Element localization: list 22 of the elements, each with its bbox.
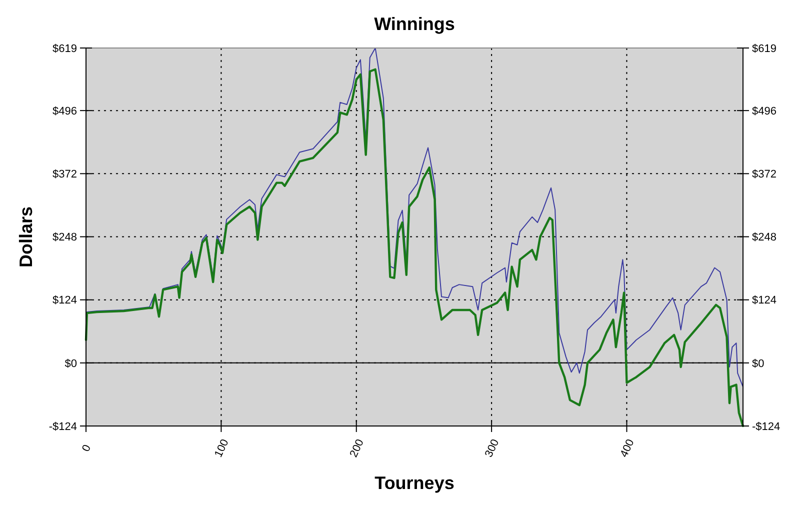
- y-tick-label: -$124: [48, 420, 77, 433]
- y-tick-label: $619: [52, 42, 77, 55]
- y-tick-label: $124: [52, 294, 77, 307]
- y-tick-label: $496: [52, 105, 77, 118]
- x-axis-title: Tourneys: [374, 473, 454, 493]
- y2-tick-label: $619: [752, 42, 776, 55]
- y-tick-label: $248: [52, 232, 77, 244]
- y-tick-label: $372: [52, 168, 77, 181]
- y2-tick-label: $372: [752, 168, 776, 181]
- y2-tick-label: -$124: [752, 420, 780, 433]
- x-tick-label: 0: [80, 443, 94, 454]
- x-tick-label: 100: [212, 438, 232, 460]
- y2-tick-label: $496: [752, 105, 776, 118]
- x-tick-label: 300: [483, 438, 502, 460]
- y2-tick-label: $0: [752, 358, 764, 370]
- chart-title: Winnings: [374, 14, 455, 34]
- y-axis-title: Dollars: [16, 206, 36, 268]
- y-tick-label: $0: [64, 358, 77, 370]
- x-tick-label: 200: [348, 438, 366, 460]
- y2-tick-label: $124: [752, 294, 776, 307]
- x-tick-label: 400: [618, 438, 637, 460]
- y2-tick-label: $248: [752, 232, 776, 244]
